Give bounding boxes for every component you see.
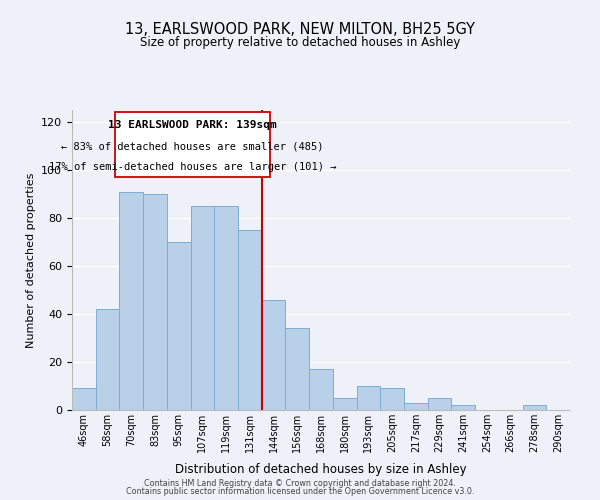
Bar <box>428 398 451 410</box>
Bar <box>380 388 404 410</box>
Bar <box>72 388 96 410</box>
Bar <box>356 386 380 410</box>
Bar <box>167 242 191 410</box>
Bar <box>191 206 214 410</box>
Bar <box>119 192 143 410</box>
Text: Contains public sector information licensed under the Open Government Licence v3: Contains public sector information licen… <box>126 487 474 496</box>
Text: Contains HM Land Registry data © Crown copyright and database right 2024.: Contains HM Land Registry data © Crown c… <box>144 478 456 488</box>
Text: 13 EARLSWOOD PARK: 139sqm: 13 EARLSWOOD PARK: 139sqm <box>108 120 277 130</box>
Bar <box>214 206 238 410</box>
Text: Size of property relative to detached houses in Ashley: Size of property relative to detached ho… <box>140 36 460 49</box>
Bar <box>523 405 546 410</box>
Y-axis label: Number of detached properties: Number of detached properties <box>26 172 35 348</box>
Bar <box>333 398 356 410</box>
Bar <box>143 194 167 410</box>
Text: 13, EARLSWOOD PARK, NEW MILTON, BH25 5GY: 13, EARLSWOOD PARK, NEW MILTON, BH25 5GY <box>125 22 475 38</box>
Bar <box>451 405 475 410</box>
X-axis label: Distribution of detached houses by size in Ashley: Distribution of detached houses by size … <box>175 464 467 476</box>
Text: 17% of semi-detached houses are larger (101) →: 17% of semi-detached houses are larger (… <box>49 162 336 172</box>
Bar <box>238 230 262 410</box>
Bar <box>309 369 333 410</box>
Text: ← 83% of detached houses are smaller (485): ← 83% of detached houses are smaller (48… <box>61 142 323 152</box>
Bar <box>96 309 119 410</box>
Bar <box>262 300 286 410</box>
Bar <box>286 328 309 410</box>
Bar <box>404 403 428 410</box>
FancyBboxPatch shape <box>115 112 270 177</box>
